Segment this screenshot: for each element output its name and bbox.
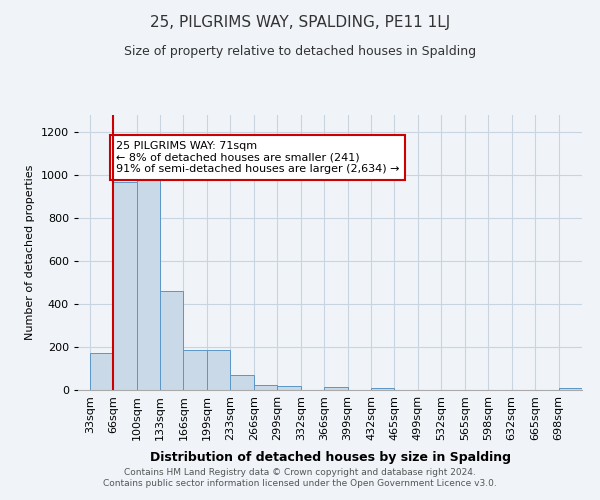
Bar	[324, 388, 347, 390]
Bar	[371, 388, 394, 390]
Y-axis label: Number of detached properties: Number of detached properties	[25, 165, 35, 340]
Bar	[113, 182, 137, 390]
Bar	[207, 350, 230, 390]
Bar	[254, 384, 277, 390]
Bar	[559, 388, 582, 390]
Bar	[184, 350, 207, 390]
X-axis label: Distribution of detached houses by size in Spalding: Distribution of detached houses by size …	[149, 451, 511, 464]
Bar	[90, 354, 113, 390]
Bar	[230, 375, 254, 390]
Text: 25, PILGRIMS WAY, SPALDING, PE11 1LJ: 25, PILGRIMS WAY, SPALDING, PE11 1LJ	[150, 15, 450, 30]
Bar	[160, 291, 184, 390]
Text: 25 PILGRIMS WAY: 71sqm
← 8% of detached houses are smaller (241)
91% of semi-det: 25 PILGRIMS WAY: 71sqm ← 8% of detached …	[116, 141, 399, 174]
Text: Contains HM Land Registry data © Crown copyright and database right 2024.
Contai: Contains HM Land Registry data © Crown c…	[103, 468, 497, 487]
Bar	[277, 386, 301, 390]
Text: Size of property relative to detached houses in Spalding: Size of property relative to detached ho…	[124, 45, 476, 58]
Bar	[137, 178, 160, 390]
